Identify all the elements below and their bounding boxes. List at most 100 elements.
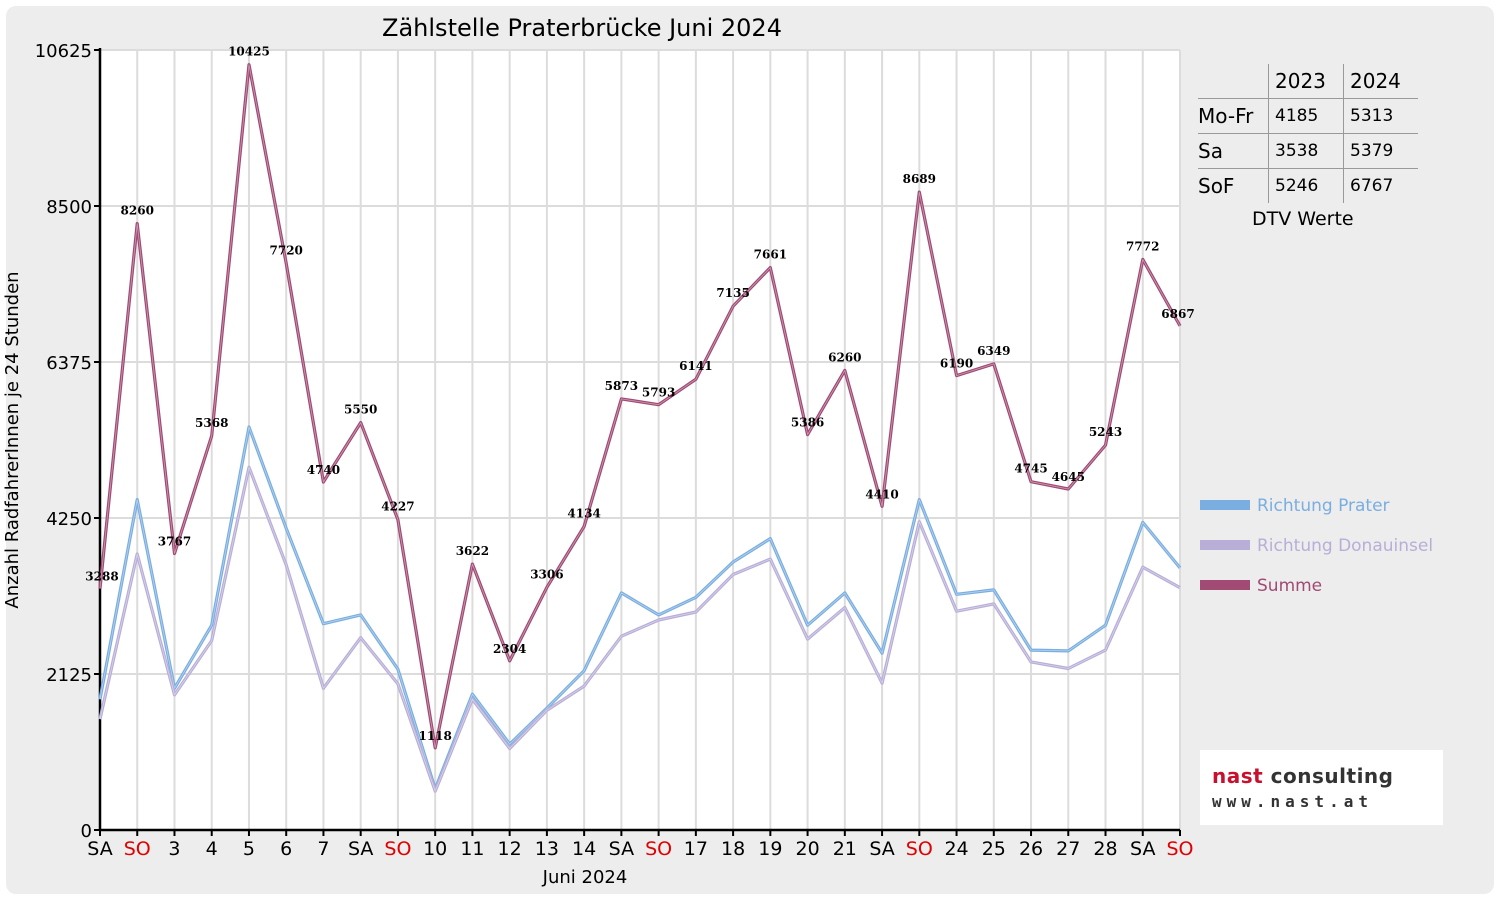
company-logo: nast consulting www.nast.at — [1200, 750, 1443, 825]
x-tick-label: 6 — [280, 838, 292, 860]
data-label: 6349 — [977, 344, 1010, 358]
dtv-row-label: Mo-Fr — [1198, 98, 1269, 134]
data-label: 8260 — [121, 204, 154, 218]
logo-word-consulting: consulting — [1270, 764, 1394, 788]
data-label: 4410 — [865, 487, 898, 501]
y-axis-label: Anzahl RadfahrerInnen je 24 Stunden — [2, 271, 23, 608]
dtv-value-2023: 5246 — [1268, 168, 1344, 203]
dtv-row-sa: Sa 3538 5379 — [1198, 133, 1418, 169]
y-tick-label: 8500 — [46, 197, 92, 218]
data-label: 2304 — [493, 642, 526, 656]
x-tick-label: 12 — [498, 838, 522, 860]
legend-label: Richtung Prater — [1257, 496, 1390, 516]
x-tick-label: SO — [906, 838, 933, 860]
x-tick-label: SO — [384, 838, 411, 860]
data-label: 3767 — [158, 534, 191, 548]
chart-title: Zählstelle Praterbrücke Juni 2024 — [382, 14, 782, 42]
data-label: 5793 — [642, 386, 675, 400]
y-tick-label: 4250 — [46, 509, 92, 530]
x-axis: SA SO 3 4 5 6 7 SA SO 10 11 12 13 14 SA SO 17 18 19 20 21 SA S… — [87, 828, 1194, 860]
data-label: 8689 — [903, 172, 936, 186]
x-tick-label: 18 — [721, 838, 745, 860]
data-label: 3288 — [85, 570, 118, 584]
y-tick-label: 10625 — [35, 41, 92, 62]
x-tick-label: 7 — [317, 838, 329, 860]
x-tick-label: SO — [645, 838, 672, 860]
data-label: 5243 — [1089, 425, 1122, 439]
data-label: 4227 — [381, 500, 414, 514]
x-tick-label: SA — [609, 838, 634, 860]
y-tick-label: 0 — [81, 821, 92, 842]
x-tick-label: SA — [348, 838, 373, 860]
dtv-row-sof: SoF 5246 6767 — [1198, 168, 1418, 203]
dtv-row-mofr: Mo-Fr 4185 5313 — [1198, 98, 1418, 134]
data-label: 4645 — [1052, 470, 1085, 484]
y-tick-label: 2125 — [46, 665, 92, 686]
x-tick-label: 17 — [684, 838, 708, 860]
data-label: 4745 — [1014, 462, 1047, 476]
legend-swatch — [1200, 540, 1250, 550]
dtv-header-empty — [1198, 64, 1269, 99]
x-tick-label: 4 — [206, 838, 218, 860]
dtv-caption: DTV Werte — [1252, 208, 1354, 230]
series-line-richtung-donauinsel — [98, 465, 1181, 793]
x-tick-label: SA — [1130, 838, 1155, 860]
data-label: 4740 — [307, 463, 340, 477]
x-tick-label: SA — [869, 838, 894, 860]
x-tick-label: 3 — [168, 838, 180, 860]
dtv-value-2024: 5379 — [1343, 133, 1418, 169]
logo-url: www.nast.at — [1212, 792, 1373, 811]
x-tick-label: 27 — [1056, 838, 1080, 860]
dtv-value-2023: 4185 — [1268, 98, 1344, 134]
x-tick-label: 5 — [243, 838, 255, 860]
dtv-value-2024: 5313 — [1343, 98, 1418, 134]
dtv-header-2023: 2023 — [1268, 64, 1344, 99]
y-axis: 0 2125 4250 6375 8500 10625 — [35, 41, 102, 842]
x-tick-label: SA — [87, 838, 112, 860]
x-tick-label: 20 — [795, 838, 819, 860]
data-label: 6867 — [1161, 307, 1194, 321]
dtv-value-2023: 3538 — [1268, 133, 1344, 169]
x-tick-label: 24 — [944, 838, 968, 860]
data-label: 7720 — [270, 243, 303, 257]
x-tick-label: 13 — [535, 838, 559, 860]
legend-swatch — [1200, 580, 1250, 590]
data-labels: 3288 8260 3767 5368 10425 7720 4740 5550 4227 111… — [85, 45, 1194, 743]
x-tick-label: 25 — [982, 838, 1006, 860]
series-line-summe — [98, 63, 1182, 750]
dtv-header-row: 2023 2024 — [1198, 64, 1418, 99]
data-label: 4134 — [567, 507, 600, 521]
series-line-highlight — [99, 64, 1181, 749]
data-label: 6190 — [940, 357, 973, 371]
x-tick-label: 11 — [460, 838, 484, 860]
x-tick-label: SO — [124, 838, 151, 860]
legend-label: Richtung Donauinsel — [1257, 536, 1433, 556]
data-label: 7661 — [754, 248, 787, 262]
gridlines — [100, 49, 1181, 830]
data-label: 3306 — [530, 567, 563, 581]
legend-label: Summe — [1257, 576, 1322, 596]
x-tick-label: 19 — [758, 838, 782, 860]
plot-area — [100, 50, 1180, 830]
logo-word-nast: nast — [1212, 764, 1264, 788]
data-label: 1118 — [418, 729, 451, 743]
data-label: 10425 — [228, 45, 270, 59]
series-lines — [98, 63, 1182, 793]
data-label: 5550 — [344, 403, 377, 417]
dtv-table: 2023 2024 Mo-Fr 4185 5313 Sa 3538 5379 S… — [1198, 64, 1418, 203]
x-axis-label: Juni 2024 — [542, 867, 628, 888]
legend: Richtung Prater Richtung Donauinsel Summe — [1200, 496, 1433, 596]
data-label: 7772 — [1126, 239, 1159, 253]
dtv-row-label: SoF — [1198, 174, 1235, 198]
dtv-value-2024: 6767 — [1343, 168, 1418, 203]
data-label: 5873 — [605, 379, 638, 393]
x-tick-label: 26 — [1019, 838, 1043, 860]
data-label: 6260 — [828, 350, 861, 364]
x-tick-label: 10 — [423, 838, 447, 860]
data-label: 5368 — [195, 416, 228, 430]
x-tick-label: 28 — [1093, 838, 1117, 860]
series-line-richtung-prater — [98, 425, 1182, 791]
logo-wordmark: nast consulting — [1212, 764, 1393, 788]
x-tick-label: SO — [1166, 838, 1193, 860]
